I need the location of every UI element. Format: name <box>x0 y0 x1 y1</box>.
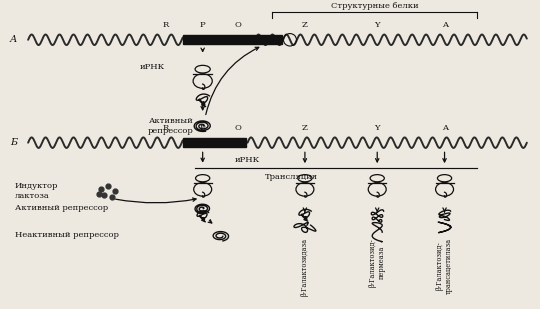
Text: β-Галактозидаза: β-Галактозидаза <box>301 238 309 296</box>
Text: P: P <box>200 124 206 132</box>
Text: A: A <box>442 21 448 29</box>
Text: Y: Y <box>374 124 380 132</box>
Bar <box>183 138 246 147</box>
Text: Активный репрессор: Активный репрессор <box>15 204 108 212</box>
Text: Б: Б <box>10 138 17 147</box>
Text: А: А <box>10 35 17 44</box>
Text: P: P <box>200 21 206 29</box>
Text: R: R <box>162 21 168 29</box>
Text: Трансляция: Трансляция <box>265 173 318 181</box>
Text: Z: Z <box>302 21 308 29</box>
Text: A: A <box>442 124 448 132</box>
Text: Y: Y <box>374 21 380 29</box>
Text: O: O <box>234 21 241 29</box>
Text: Структурные белки: Структурные белки <box>331 2 418 10</box>
Text: иРНК: иРНК <box>140 63 165 71</box>
Text: R: R <box>162 124 168 132</box>
Bar <box>183 36 282 44</box>
Text: Z: Z <box>302 124 308 132</box>
Text: O: O <box>234 124 241 132</box>
Text: Неактивный репрессор: Неактивный репрессор <box>15 231 119 239</box>
Text: Индуктор
лактоза: Индуктор лактоза <box>15 182 58 200</box>
Text: β-Галактозид-
трансацетилаза: β-Галактозид- трансацетилаза <box>436 238 453 294</box>
Text: β-Галактозид-
пермеаза: β-Галактозид- пермеаза <box>369 238 386 287</box>
Text: Активный
репрессор: Активный репрессор <box>148 117 194 134</box>
Text: иРНК: иРНК <box>235 156 260 164</box>
